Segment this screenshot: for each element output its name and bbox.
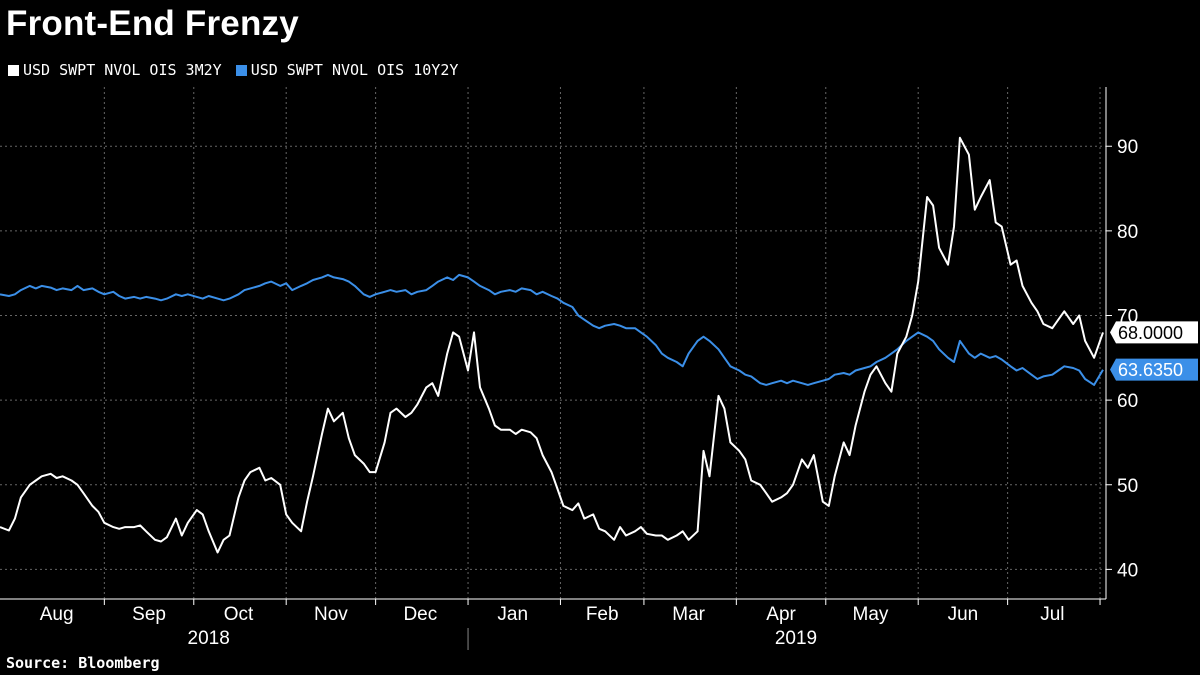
year-label-2018: 2018	[188, 628, 230, 649]
source-note: Source: Bloomberg	[6, 654, 160, 672]
legend-swatch-3m2y	[8, 64, 19, 76]
y-tick-label-50: 50	[1117, 476, 1138, 497]
x-tick-label-mar: Mar	[672, 604, 705, 625]
end-value-label-10y2y: 63.6350	[1118, 360, 1183, 380]
x-tick-label-may: May	[853, 604, 889, 625]
x-tick-label-feb: Feb	[586, 604, 619, 625]
legend-label-3m2y: USD SWPT NVOL OIS 3M2Y	[23, 61, 222, 79]
x-tick-label-apr: Apr	[766, 604, 796, 625]
y-tick-label-60: 60	[1117, 391, 1138, 412]
chart-title: Front-End Frenzy	[6, 4, 299, 43]
legend-item-3m2y: USD SWPT NVOL OIS 3M2Y	[8, 61, 222, 79]
x-tick-label-sep: Sep	[132, 604, 166, 625]
x-tick-label-jan: Jan	[497, 604, 528, 625]
year-label-2019: 2019	[775, 628, 817, 649]
legend-item-10y2y: USD SWPT NVOL OIS 10Y2Y	[235, 61, 459, 79]
y-tick-label-90: 90	[1117, 137, 1138, 158]
x-tick-label-nov: Nov	[314, 604, 348, 625]
y-tick-label-80: 80	[1117, 222, 1138, 243]
x-tick-label-aug: Aug	[40, 604, 74, 625]
legend: USD SWPT NVOL OIS 3M2Y USD SWPT NVOL OIS…	[8, 61, 458, 79]
end-value-tag-10y2y	[1110, 358, 1198, 381]
end-value-label-3m2y: 68.0000	[1118, 323, 1183, 343]
x-tick-label-jul: Jul	[1040, 604, 1064, 625]
x-tick-label-dec: Dec	[403, 604, 437, 625]
series-line-10y2y	[0, 273, 1104, 386]
end-value-tag-3m2y	[1110, 321, 1198, 344]
x-tick-label-jun: Jun	[948, 604, 979, 625]
series-line-3m2y	[0, 136, 1104, 554]
legend-swatch-10y2y	[235, 64, 247, 76]
legend-label-10y2y: USD SWPT NVOL OIS 10Y2Y	[250, 61, 459, 79]
y-tick-label-40: 40	[1117, 560, 1138, 581]
x-tick-label-oct: Oct	[224, 604, 254, 625]
